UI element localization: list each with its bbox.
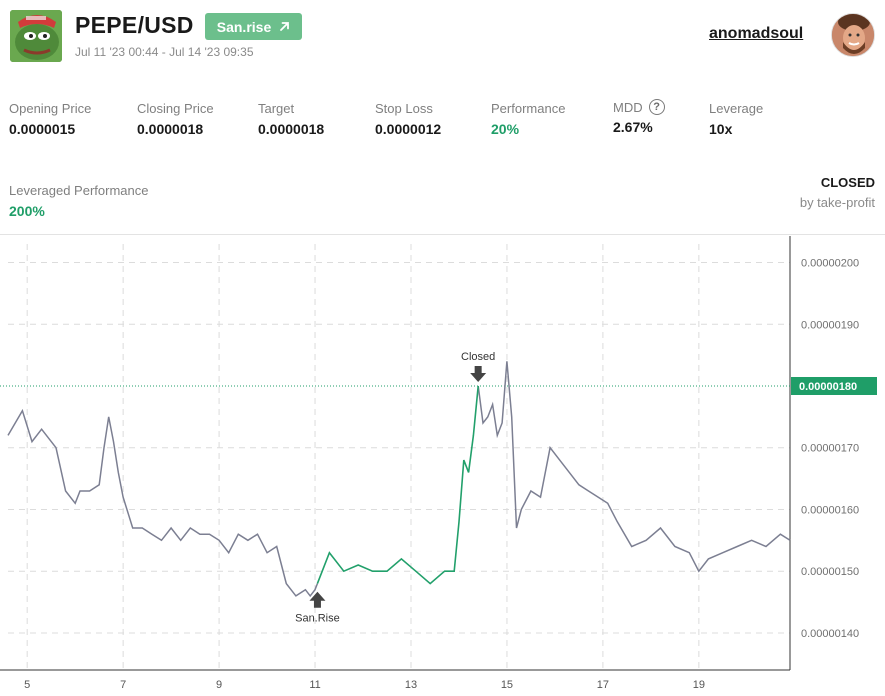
stat-mdd: MDD ? 2.67% (613, 99, 665, 135)
y-tick-label: 0.00000140 (801, 628, 859, 640)
price-line-after-trade (477, 361, 791, 573)
x-tick-label: 15 (501, 679, 513, 691)
trade-status-reason: by take-profit (799, 195, 875, 210)
user-avatar[interactable] (831, 13, 875, 57)
x-tick-label: 19 (693, 679, 705, 691)
x-tick-label: 13 (405, 679, 417, 691)
leveraged-performance: Leveraged Performance 200% (9, 183, 148, 219)
y-tick-label: 0.00000150 (801, 566, 859, 578)
price-chart-svg[interactable]: 0.00000200 0.00000190 0.00000170 0.00000160… (0, 236, 885, 696)
stat-label: Target (258, 101, 295, 116)
current-price-tag (791, 377, 877, 395)
current-price-label: 0.00000180 (799, 381, 857, 393)
trade-date-range: Jul 11 '23 00:44 - Jul 14 '23 09:35 (75, 45, 254, 59)
x-tick-label: 9 (216, 679, 222, 691)
price-line-during-trade (316, 385, 479, 585)
stat-label: Closing Price (137, 101, 214, 116)
exit-arrow-icon (470, 366, 487, 382)
stat-label: Stop Loss (375, 101, 433, 116)
price-chart[interactable]: 0.00000200 0.00000190 0.00000170 0.00000160… (0, 236, 885, 696)
trade-status: CLOSED by take-profit (800, 175, 875, 210)
stat-label: MDD (613, 99, 643, 115)
entry-arrow-icon (309, 591, 326, 608)
username-link[interactable]: anomadsoul (709, 25, 804, 42)
y-tick-label: 0.00000160 (801, 504, 859, 516)
stat-label: Leverage (709, 101, 764, 116)
x-tick-label: 17 (597, 679, 609, 691)
stat-value: 2.67% (613, 119, 653, 135)
stat-label: Opening Price (9, 101, 92, 116)
section-divider (0, 234, 885, 235)
y-tick-label: 0.00000170 (801, 443, 859, 455)
stat-opening-price: Opening Price 0.0000015 (9, 101, 91, 137)
pepe-avatar (10, 10, 62, 62)
y-tick-label: 0.00000190 (801, 319, 859, 331)
x-tick-label: 5 (24, 679, 30, 691)
exit-marker-label: Closed (461, 351, 495, 363)
leveraged-performance-label: Leveraged Performance (9, 183, 149, 198)
pair-title: PEPE/USD (75, 12, 194, 38)
trade-header: PEPE/USD San.rise Jul 11 '23 00:44 - Jul… (0, 0, 885, 80)
stat-stop-loss: Stop Loss 0.0000012 (375, 101, 441, 137)
badge-label: San.rise (216, 18, 272, 35)
stat-value: 0.0000018 (258, 121, 325, 137)
stat-label: Performance (491, 101, 566, 116)
stat-closing-price: Closing Price 0.0000018 (137, 101, 214, 137)
x-tick-label: 11 (309, 679, 320, 691)
price-line-before-trade (7, 408, 319, 598)
help-icon[interactable]: ? (648, 99, 665, 115)
leveraged-performance-value: 200% (9, 203, 45, 219)
strategy-badge[interactable]: San.rise (205, 13, 302, 40)
external-link-icon (280, 22, 290, 31)
trade-status-state: CLOSED (820, 175, 875, 190)
stat-leverage: Leverage 10x (709, 101, 763, 137)
stat-target: Target 0.0000018 (258, 101, 324, 137)
stat-value: 0.0000018 (137, 121, 204, 137)
stat-value: 0.0000012 (375, 121, 442, 137)
y-tick-label: 0.00000200 (801, 258, 859, 270)
stat-value: 10x (709, 121, 733, 137)
entry-marker-label: San.Rise (295, 613, 340, 625)
stat-value: 0.0000015 (9, 121, 76, 137)
stat-performance: Performance 20% (491, 101, 565, 137)
x-tick-label: 7 (120, 679, 126, 691)
stat-value: 20% (491, 121, 520, 137)
